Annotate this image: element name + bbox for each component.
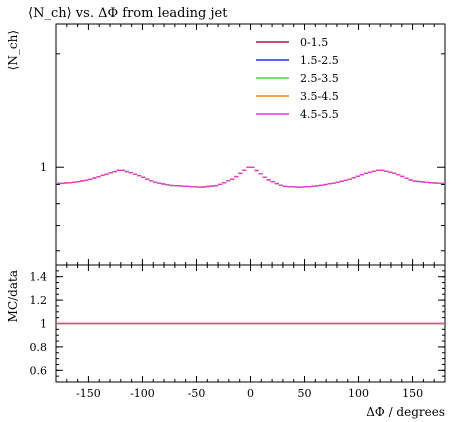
main-series [56, 166, 445, 188]
series-4.5-5.5 [56, 166, 445, 188]
y-axis-label-ratio: MC/data [6, 270, 20, 322]
x-tick-label: 100 [348, 387, 369, 400]
ratio-y-tick-label: 1.2 [30, 294, 48, 307]
x-tick-label: -150 [76, 387, 101, 400]
main-y-tick-label: 1 [40, 161, 47, 174]
legend-label: 4.5-5.5 [300, 108, 339, 121]
legend: 0-1.5 1.5-2.5 2.5-3.5 3.5-4.5 4.5-5.5 [256, 36, 339, 121]
series-0-1.5 [56, 166, 445, 188]
ratio-ticks: -150 -100 -50 0 50 100 150 0.6 0.8 1 1.2 1.4 [30, 264, 446, 400]
x-tick-label: 150 [402, 387, 423, 400]
legend-label: 3.5-4.5 [300, 90, 339, 103]
main-ticks: 1 [40, 24, 446, 265]
x-tick-label: 50 [298, 387, 312, 400]
chart-title: ⟨N_ch⟩ vs. ΔΦ from leading jet [28, 6, 228, 21]
x-axis-label: ΔΦ / degrees [366, 405, 445, 419]
legend-label: 0-1.5 [300, 36, 328, 49]
ratio-y-tick-label: 0.8 [30, 341, 48, 354]
x-tick-label: -100 [130, 387, 155, 400]
series-3.5-4.5 [56, 166, 445, 188]
x-tick-label: 0 [247, 387, 254, 400]
series-2.5-3.5 [56, 166, 445, 188]
ratio-y-tick-label: 1.4 [30, 271, 48, 284]
legend-label: 2.5-3.5 [300, 72, 339, 85]
x-tick-label: -50 [188, 387, 206, 400]
main-plot-frame [55, 23, 446, 266]
legend-label: 1.5-2.5 [300, 54, 339, 67]
ratio-y-tick-label: 1 [40, 318, 47, 331]
y-axis-label-main: ⟨N_ch⟩ [6, 30, 20, 70]
series-1.5-2.5 [56, 166, 445, 188]
ratio-y-tick-label: 0.6 [30, 364, 48, 377]
